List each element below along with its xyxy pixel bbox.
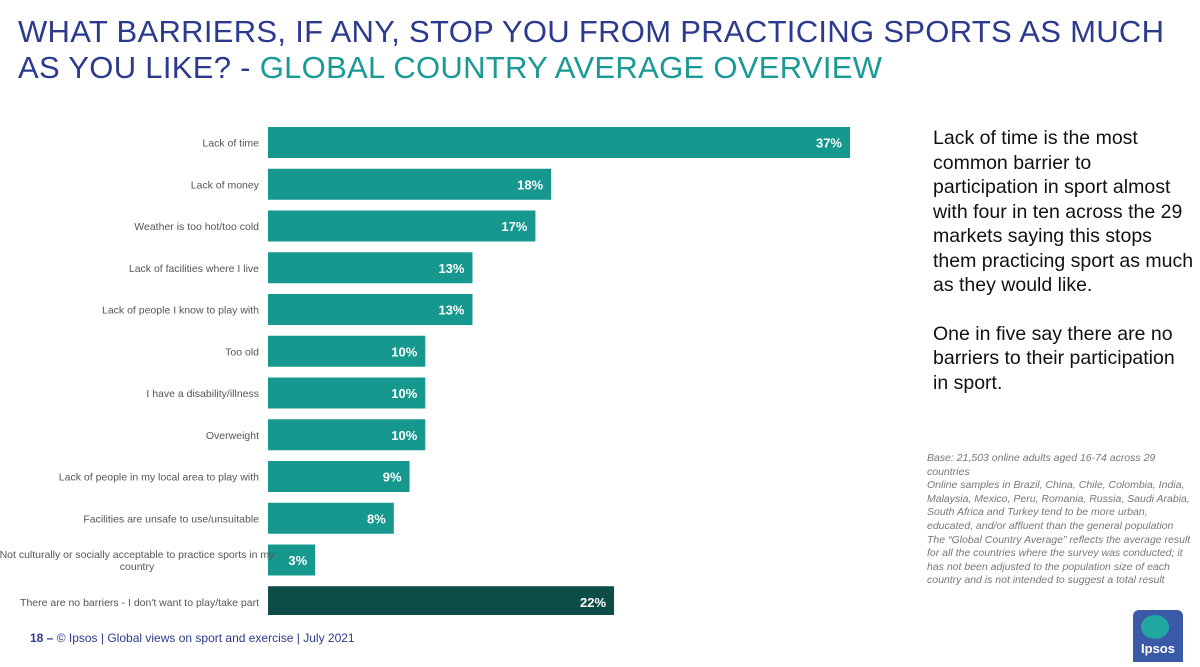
category-label: Weather is too hot/too cold xyxy=(134,221,259,233)
base-note-line-2: Online samples in Brazil, China, Chile, … xyxy=(927,479,1190,532)
logo-text: Ipsos xyxy=(1141,641,1175,656)
bar xyxy=(268,210,536,242)
value-label: 8% xyxy=(367,511,386,526)
base-note-line-1: Base: 21,503 online adults aged 16-74 ac… xyxy=(927,452,1156,478)
page-title: WHAT BARRIERS, IF ANY, STOP YOU FROM PRA… xyxy=(18,14,1178,86)
bar xyxy=(268,294,473,325)
category-label: Not culturally or socially acceptable to… xyxy=(0,549,275,573)
bar xyxy=(268,502,394,534)
value-label: 10% xyxy=(391,428,417,443)
footer-text: © Ipsos | Global views on sport and exer… xyxy=(56,631,355,645)
value-label: 3% xyxy=(288,553,307,568)
category-label: Facilities are unsafe to use/unsuitable xyxy=(83,513,259,525)
category-label: Too old xyxy=(225,346,259,358)
value-label: 37% xyxy=(816,136,842,151)
commentary-paragraph-2: One in five say there are no barriers to… xyxy=(933,322,1175,394)
bar xyxy=(268,419,426,451)
category-label: Lack of money xyxy=(191,179,260,191)
bar xyxy=(268,377,426,409)
bar xyxy=(268,586,615,615)
category-label: Lack of people in my local area to play … xyxy=(59,472,259,484)
category-label: Overweight xyxy=(206,430,259,442)
footer: 18 – © Ipsos | Global views on sport and… xyxy=(30,631,355,645)
bar xyxy=(268,461,410,492)
category-label: Lack of facilities where I live xyxy=(129,263,259,275)
value-label: 9% xyxy=(383,470,402,485)
value-label: 10% xyxy=(391,344,417,359)
value-label: 10% xyxy=(391,386,417,401)
base-note: Base: 21,503 online adults aged 16-74 ac… xyxy=(927,452,1195,588)
title-accent: GLOBAL COUNTRY AVERAGE OVERVIEW xyxy=(259,50,883,85)
category-label: Lack of people I know to play with xyxy=(102,305,259,317)
ipsos-logo: Ipsos xyxy=(1133,610,1183,662)
value-label: 18% xyxy=(517,177,543,192)
category-label: Lack of time xyxy=(202,138,259,150)
value-label: 13% xyxy=(438,261,464,276)
bar xyxy=(268,335,426,367)
category-label: There are no barriers - I don't want to … xyxy=(20,597,259,609)
bar xyxy=(268,127,850,158)
commentary: Lack of time is the most common barrier … xyxy=(933,126,1195,419)
category-label: I have a disability/illness xyxy=(146,388,259,400)
page-number: 18 – xyxy=(30,631,54,645)
barriers-bar-chart: Lack of time 37% Lack of money 18% Weather i… xyxy=(0,127,850,615)
bar xyxy=(268,544,316,576)
value-label: 22% xyxy=(580,595,606,610)
value-label: 13% xyxy=(438,303,464,318)
bar xyxy=(268,252,473,284)
commentary-paragraph-1: Lack of time is the most common barrier … xyxy=(933,127,1194,296)
ipsos-logo-icon xyxy=(1141,615,1169,639)
title-main: WHAT BARRIERS, IF ANY, STOP YOU FROM PRA… xyxy=(18,14,1165,85)
base-note-line-3: The “Global Country Average” reflects th… xyxy=(927,533,1191,587)
bar xyxy=(268,168,552,200)
value-label: 17% xyxy=(501,219,527,234)
